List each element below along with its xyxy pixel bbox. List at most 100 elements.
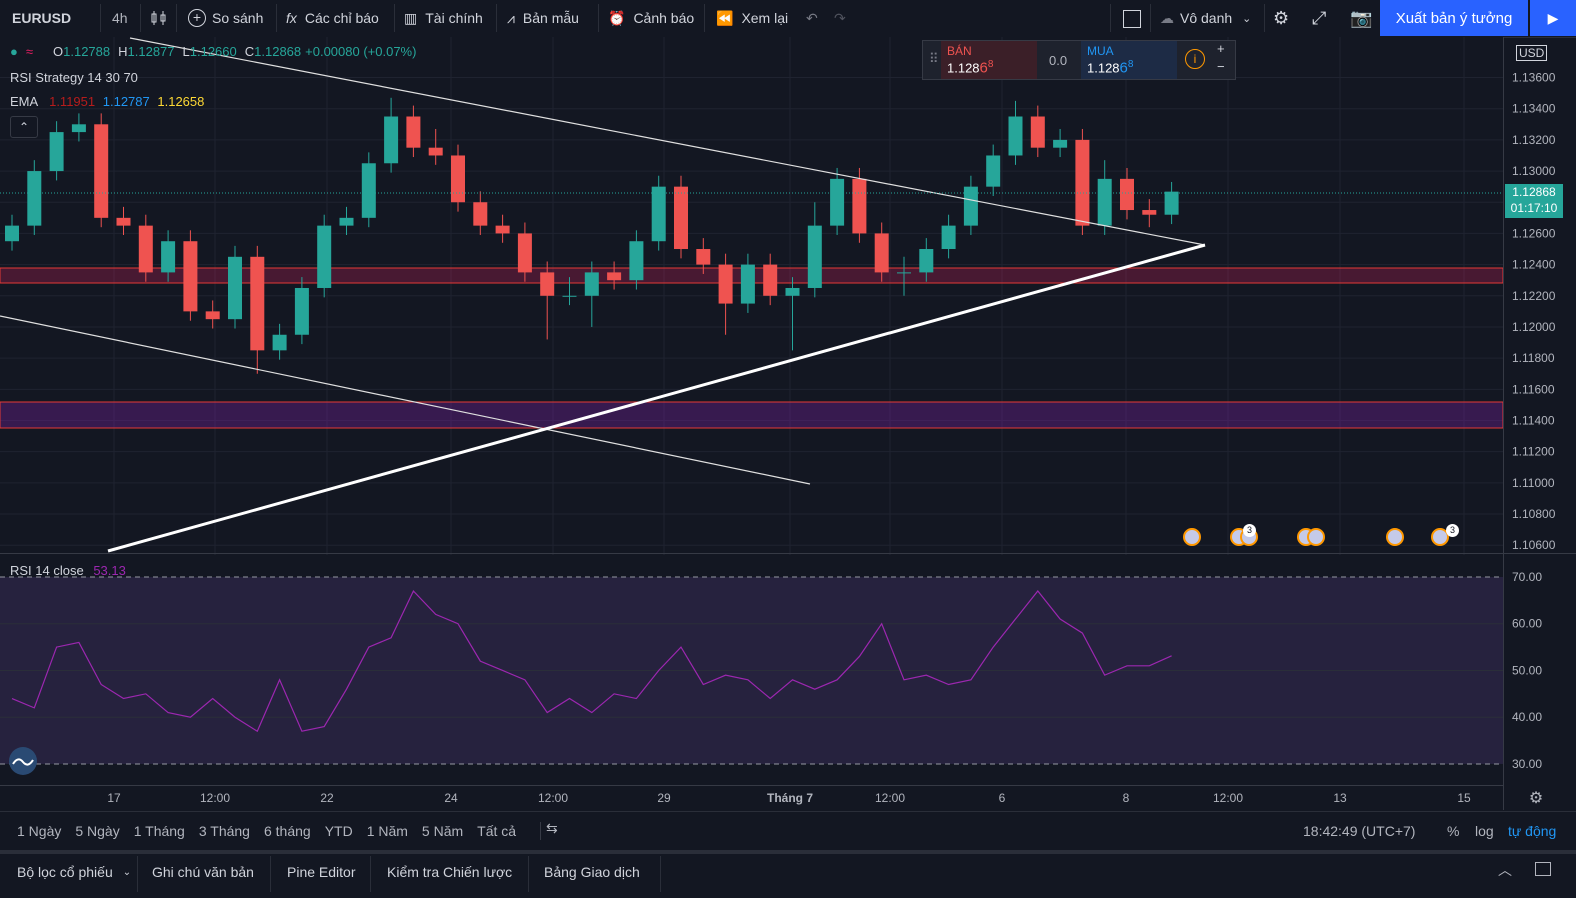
candle-body	[250, 256, 265, 351]
tab[interactable]: Bảng Giao dịch	[544, 864, 640, 880]
indicators[interactable]: fx Các chỉ báo	[286, 10, 379, 26]
financials[interactable]: ▥ Tài chính	[404, 9, 483, 27]
range-button[interactable]: 1 Năm	[366, 823, 408, 839]
currency[interactable]: USD	[1516, 45, 1548, 61]
tab[interactable]: Ghi chú văn bản	[152, 864, 254, 880]
y-tick-label: 50.00	[1512, 663, 1542, 677]
alerts[interactable]: ⏰ Cảnh báo	[608, 9, 695, 27]
panel-maximize[interactable]	[1535, 862, 1551, 876]
templates[interactable]: ⩘ Bản mẫu	[507, 9, 579, 27]
y-tick-label: 1.12400	[1512, 258, 1556, 272]
y-tick-label: 40.00	[1512, 710, 1542, 724]
sell-button[interactable]: BÁN 1.12868	[941, 41, 1037, 79]
event-flag[interactable]	[1307, 528, 1325, 546]
range-button[interactable]: 1 Ngày	[17, 823, 62, 839]
y-tick-label: 1.11400	[1512, 413, 1555, 427]
y-tick-label: 30.00	[1512, 757, 1542, 771]
range-button[interactable]: 6 tháng	[263, 823, 311, 839]
snapshot[interactable]: 📷	[1350, 7, 1373, 28]
x-tick-label: 17	[107, 791, 121, 805]
y-tick-label: 1.13200	[1512, 133, 1556, 147]
y-tick-label: 1.13600	[1512, 71, 1556, 85]
tv-logo-mark	[12, 758, 34, 766]
x-tick-label: 12:00	[200, 791, 230, 805]
candle-icon[interactable]	[150, 9, 168, 27]
candle-body	[94, 124, 109, 218]
fullscreen-toggle[interactable]	[1123, 10, 1141, 28]
range-button[interactable]: YTD	[324, 823, 353, 839]
layout-menu[interactable]: ☁ Vô danh ⌄	[1160, 9, 1252, 27]
range-button[interactable]: 1 Tháng	[133, 823, 185, 839]
ohlc-value: 1.12660	[189, 44, 237, 59]
range-button[interactable]: 5 Ngày	[75, 823, 120, 839]
redo[interactable]: ↷	[834, 9, 846, 26]
ema-legend: EMA 1.11951 1.12787 1.12658	[10, 94, 204, 109]
range-button[interactable]: 5 Năm	[421, 823, 464, 839]
price-part: 1.128	[947, 60, 980, 76]
ohlc-value: 1.12788	[63, 44, 111, 59]
replay[interactable]: ⏪ Xem lại	[716, 9, 789, 27]
candle-body	[584, 272, 599, 296]
financials-label: Tài chính	[425, 10, 483, 26]
event-flag[interactable]	[1431, 528, 1449, 546]
candle-body	[1164, 191, 1179, 215]
top-toolbar: EURUSD 4h + So sánh fx Các chỉ báo ▥ Tài ch…	[0, 0, 1576, 38]
y-tick-label: 1.11600	[1512, 382, 1555, 396]
event-flag[interactable]	[1386, 528, 1404, 546]
tab[interactable]: Pine Editor	[287, 864, 356, 880]
axis-settings[interactable]: ⚙	[1529, 790, 1543, 807]
qty-minus[interactable]: −	[1217, 59, 1225, 74]
candle-body	[629, 241, 644, 281]
last-price: 1.12868	[1512, 185, 1556, 199]
ohlc-value: 1.12877	[127, 44, 175, 59]
candle-body	[941, 225, 956, 250]
candle-body	[852, 178, 867, 234]
stream-button[interactable]: ▶	[1530, 0, 1576, 36]
info-icon[interactable]: i	[1185, 49, 1205, 69]
symbol[interactable]: EURUSD	[12, 10, 72, 26]
bottom-panel	[0, 850, 1576, 898]
auto-toggle[interactable]: tự động	[1508, 823, 1557, 839]
panel-collapse[interactable]: ︿	[1498, 862, 1512, 878]
collapse-legend[interactable]: ⌃	[10, 116, 38, 138]
last-price-tag: 1.12868 01:17:10	[1505, 184, 1563, 218]
y-tick-label: 1.10600	[1512, 538, 1556, 552]
candle-body	[183, 241, 198, 312]
sell-price: 1.12868	[947, 59, 993, 76]
interval[interactable]: 4h	[112, 10, 128, 26]
event-count: 3	[1446, 524, 1459, 537]
candle-body	[785, 287, 800, 296]
tab[interactable]: Bộ lọc cổ phiếu ⌄	[17, 864, 132, 880]
ohlc-key: H	[118, 44, 128, 59]
candle-body	[361, 163, 376, 218]
y-tick-label: 1.12000	[1512, 320, 1556, 334]
countdown: 01:17:10	[1510, 201, 1558, 215]
alerts-label: Cảnh báo	[633, 10, 695, 26]
candle-body	[451, 155, 465, 203]
x-tick-label: 8	[1123, 791, 1130, 805]
candle-body	[27, 171, 42, 226]
ema-value: 1.12658	[157, 94, 205, 109]
candle-body	[607, 272, 622, 281]
percent-toggle[interactable]: %	[1447, 823, 1460, 839]
date-range-icon[interactable]: ⇆	[546, 820, 558, 836]
compare[interactable]: + So sánh	[188, 0, 263, 36]
range-bar: 1 Ngày 5 Ngày 1 Tháng 3 Tháng 6 tháng YTD 1 Nă…	[0, 811, 1576, 850]
settings[interactable]: ⚙	[1273, 7, 1290, 28]
event-flag[interactable]	[1183, 528, 1201, 546]
y-tick-label: 70.00	[1512, 570, 1542, 584]
spread: 0.0	[1049, 53, 1068, 68]
expand[interactable]: ⤢	[1312, 7, 1327, 28]
tab[interactable]: Kiểm tra Chiến lược	[387, 864, 513, 880]
range-button[interactable]: Tất cả	[477, 823, 517, 839]
buy-button[interactable]: MUA 1.12868	[1081, 41, 1177, 79]
undo[interactable]: ↶	[806, 9, 818, 26]
log-toggle[interactable]: log	[1475, 823, 1494, 839]
range-button[interactable]: 3 Tháng	[198, 823, 250, 839]
candle-body	[228, 256, 242, 320]
price-part: 8	[1127, 59, 1134, 70]
qty-plus[interactable]: +	[1217, 41, 1225, 56]
candle-body	[897, 272, 911, 274]
publish-button[interactable]: Xuất bản ý tưởng	[1380, 0, 1528, 36]
